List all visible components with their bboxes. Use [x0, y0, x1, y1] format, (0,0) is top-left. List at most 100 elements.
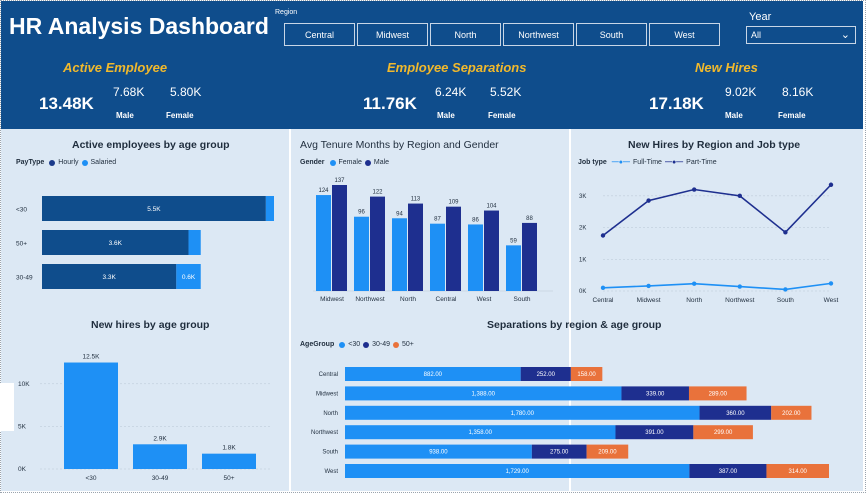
- jobtype-legend-title: Job type: [578, 159, 607, 166]
- paytype-legend: PayType Hourly Salaried: [16, 159, 116, 166]
- hires-line-point-full-time-west: [828, 281, 834, 286]
- kpi-separations-title: Employee Separations: [387, 60, 527, 75]
- chevron-down-icon: ⌄: [840, 29, 850, 41]
- hires-line-point-part-time-northwest: [737, 193, 742, 199]
- active-age-axis-label-50: 50+: [16, 241, 27, 248]
- tenure-axis-label-central: Central: [436, 296, 458, 303]
- kpi-hires-female-value: 8.16K: [782, 85, 814, 99]
- tenure-bar-female-south: [506, 245, 521, 291]
- kpi-separations-male-label: Male: [437, 111, 455, 120]
- hires-line-axis-label-central: Central: [593, 297, 615, 304]
- legend-label-hourly: Hourly: [58, 159, 79, 166]
- paytype-legend-title: PayType: [16, 159, 45, 166]
- tenure-bar-male-midwest: [332, 185, 347, 291]
- year-dropdown[interactable]: All ⌄: [746, 26, 856, 44]
- hires-line-point-part-time-south: [783, 230, 788, 235]
- hires-line-axis-label-south: South: [777, 297, 794, 304]
- hires-line-y-tick-2k: 2K: [579, 226, 586, 232]
- hires-line-axis-label-west: West: [824, 297, 839, 304]
- tenure-data-label-male-north: 113: [411, 197, 421, 203]
- separations-chart-title: Separations by region & age group: [487, 319, 662, 331]
- kpi-separations-total: 11.76K: [363, 94, 417, 113]
- hires-age-axis-label-50: 50+: [223, 475, 234, 482]
- active-age-bar-salaried-30-49: [176, 264, 201, 289]
- region-button-south[interactable]: South: [576, 23, 647, 46]
- separations-data-label-30-49-midwest: 339.00: [646, 391, 665, 397]
- separations-data-label-30-north: 1,780.00: [511, 411, 535, 417]
- tenure-bar-female-north: [392, 218, 407, 291]
- separations-bar-30-south: [345, 444, 532, 459]
- active-by-age-chart[interactable]: <30 5.5K 50+ 3.6K 30-49 3.3K 0.6K: [0, 170, 290, 300]
- separations-data-label-30-midwest: 1,388.00: [472, 391, 496, 397]
- tenure-axis-label-south: South: [514, 296, 531, 303]
- region-button-north[interactable]: North: [430, 23, 501, 46]
- separations-data-label-30-49-central: 252.00: [537, 372, 556, 378]
- region-button-midwest[interactable]: Midwest: [357, 23, 428, 46]
- active-age-bar-salaried-50: [188, 230, 201, 255]
- legend-label-50plus: 50+: [402, 341, 414, 348]
- tenure-data-label-female-north: 94: [396, 211, 403, 217]
- tenure-bar-female-midwest: [316, 195, 331, 291]
- legend-dot-30to49: [363, 341, 370, 348]
- legend-dot-male: [364, 159, 371, 166]
- kpi-hires-title: New Hires: [695, 60, 758, 75]
- hires-age-y-tick-10k: 10K: [18, 381, 30, 388]
- separations-chart[interactable]: Central 882.00 252.00 158.00 Midwest 1,388.00…: [291, 355, 863, 485]
- hires-line-point-part-time-north: [692, 187, 697, 192]
- hires-line-point-part-time-midwest: [646, 198, 651, 203]
- year-dropdown-value: All: [751, 30, 762, 40]
- hires-region-chart[interactable]: 0K 1K 2K 3K Central Midwest North Northwest Sout…: [571, 170, 863, 310]
- legend-label-salaried: Salaried: [90, 159, 117, 166]
- tenure-chart[interactable]: 124 137 Midwest 96 122 Northwest 94 113 North 87 1…: [291, 170, 569, 310]
- tenure-bar-female-central: [430, 223, 445, 291]
- separations-data-label-50-central: 158.00: [577, 372, 596, 378]
- kpi-separations-male-value: 6.24K: [435, 85, 467, 99]
- active-age-bar-hourly-50: [42, 230, 189, 255]
- legend-label-parttime: Part-Time: [686, 159, 717, 166]
- hires-age-bar-50: [202, 453, 256, 469]
- tenure-data-label-female-west: 86: [472, 217, 479, 223]
- tenure-bar-male-west: [484, 210, 499, 291]
- hires-age-axis-label-30-49: 30-49: [152, 475, 169, 482]
- kpi-hires-male-value: 9.02K: [725, 85, 757, 99]
- page-fold-artifact: [0, 383, 14, 431]
- legend-dot-under30: [339, 341, 346, 348]
- legend-label-male: Male: [373, 159, 390, 166]
- hires-age-data-label-30-49: 2.9K: [153, 435, 167, 442]
- active-age-data-label-hourly-30-49: 3.3K: [102, 274, 116, 281]
- region-button-west[interactable]: West: [649, 23, 720, 46]
- left-panel: [1, 129, 289, 491]
- tenure-data-label-male-west: 104: [486, 204, 497, 210]
- tenure-data-label-male-south: 88: [526, 216, 533, 222]
- hires-age-chart[interactable]: 0K 5K 10K 12.5K <30 2.9K 30-49 1.8K 50+: [0, 330, 290, 490]
- hires-age-data-label-50: 1.8K: [222, 445, 236, 452]
- active-age-bar-salaried-30: [265, 196, 274, 221]
- tenure-axis-label-midwest: Midwest: [320, 296, 344, 303]
- hires-line-axis-label-north: North: [686, 297, 702, 304]
- separations-bar-50-central: [570, 367, 603, 381]
- separations-data-label-30-49-south: 275.00: [550, 450, 569, 456]
- separations-bar-50-northwest: [693, 425, 753, 440]
- hires-line-series-full-time: [602, 282, 832, 291]
- separations-axis-label-midwest: Midwest: [316, 391, 338, 397]
- separations-data-label-50-northwest: 299.00: [714, 430, 733, 436]
- separations-data-label-30-south: 938.00: [429, 450, 448, 456]
- agegroup-legend-title: AgeGroup: [300, 341, 335, 348]
- region-button-northwest[interactable]: Northwest: [503, 23, 574, 46]
- separations-axis-label-south: South: [322, 450, 338, 456]
- hires-line-point-full-time-midwest: [646, 283, 651, 289]
- hires-line-point-full-time-south: [783, 287, 788, 292]
- tenure-axis-label-north: North: [400, 296, 416, 303]
- active-age-bar-hourly-30-49: [42, 264, 177, 289]
- hires-line-y-tick-0k: 0K: [579, 289, 586, 295]
- hires-age-y-tick-5k: 5K: [18, 423, 27, 430]
- tenure-chart-title: Avg Tenure Months by Region and Gender: [300, 139, 499, 151]
- active-age-axis-label-30: <30: [16, 207, 27, 214]
- hires-age-axis-label-30: <30: [85, 475, 96, 482]
- gender-legend: Gender Female Male: [300, 159, 389, 166]
- region-button-central[interactable]: Central: [284, 23, 355, 46]
- hires-line-point-full-time-northwest: [737, 284, 742, 289]
- separations-data-label-30-west: 1,729.00: [506, 469, 530, 475]
- kpi-active-total: 13.48K: [39, 94, 94, 113]
- kpi-active-male-label: Male: [116, 111, 134, 120]
